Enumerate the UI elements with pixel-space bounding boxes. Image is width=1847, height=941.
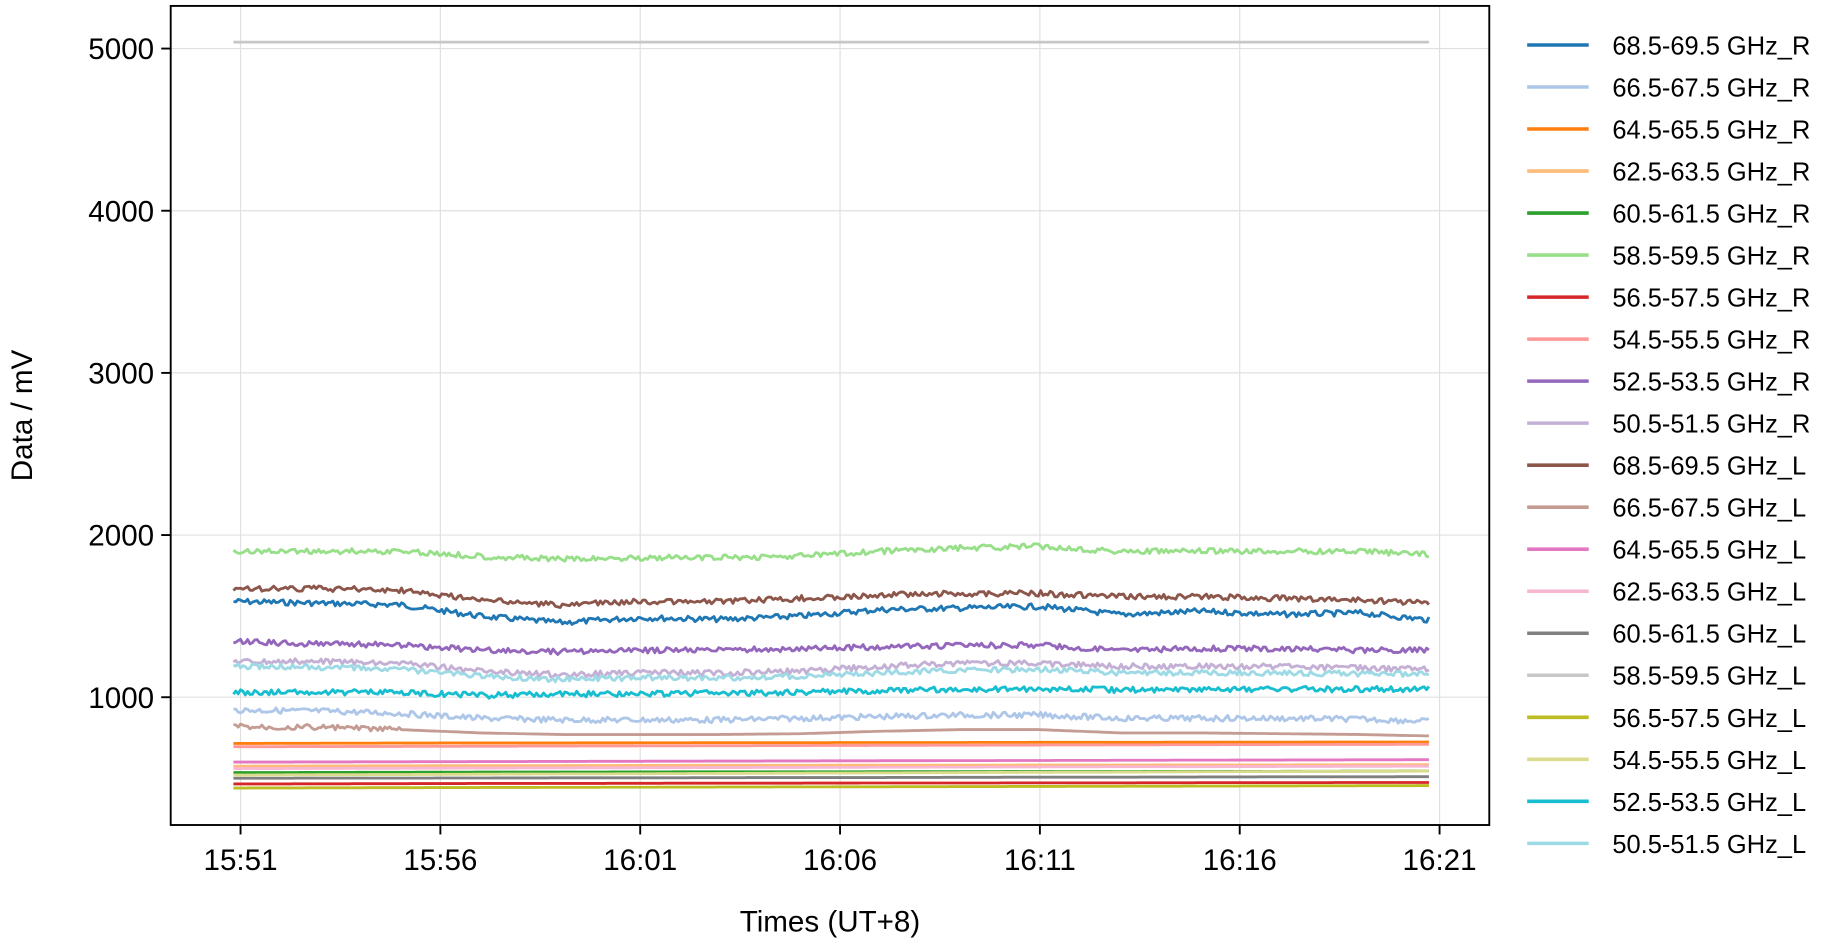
series-line: [233, 781, 1429, 786]
series-line: [233, 637, 1430, 656]
legend-label: 66.5-67.5 GHz_L: [1612, 495, 1806, 523]
series-line: [233, 597, 1431, 626]
series-line: [232, 584, 1430, 609]
legend-label: 54.5-55.5 GHz_L: [1612, 747, 1806, 775]
legend-label: 68.5-69.5 GHz_R: [1612, 32, 1810, 60]
legend-label: 56.5-57.5 GHz_L: [1612, 705, 1806, 733]
legend-label: 60.5-61.5 GHz_R: [1612, 201, 1810, 229]
series-line: [232, 662, 1430, 684]
x-tick-label: 16:16: [1203, 844, 1277, 877]
legend-label: 66.5-67.5 GHz_R: [1612, 74, 1810, 102]
series-lines: [232, 40, 1431, 790]
y-tick-label: 5000: [88, 33, 154, 66]
series-line: [232, 684, 1431, 700]
legend-label: 58.5-59.5 GHz_R: [1612, 243, 1810, 271]
legend-label: 64.5-65.5 GHz_L: [1612, 537, 1806, 565]
series-line: [233, 740, 1429, 745]
x-tick-label: 16:21: [1403, 844, 1477, 877]
series-line: [232, 657, 1430, 679]
legend-label: 62.5-63.5 GHz_L: [1612, 579, 1806, 607]
x-tick-label: 15:51: [204, 844, 278, 877]
x-axis-label: Times (UT+8): [740, 906, 921, 939]
legend-label: 50.5-51.5 GHz_R: [1612, 411, 1810, 439]
y-tick-label: 2000: [88, 520, 154, 553]
x-tick-label: 16:11: [1004, 844, 1076, 877]
y-axis: 1000 2000 3000 4000 5000: [88, 33, 171, 715]
legend-label: 64.5-65.5 GHz_R: [1612, 116, 1810, 144]
y-tick-label: 3000: [88, 358, 154, 391]
x-tick-label: 15:56: [403, 844, 477, 877]
grid: [170, 5, 1490, 826]
series-line: [233, 763, 1429, 768]
legend-label: 52.5-53.5 GHz_R: [1612, 369, 1810, 397]
x-tick-label: 16:01: [603, 844, 677, 877]
series-line: [233, 764, 1429, 770]
legend-label: 56.5-57.5 GHz_R: [1612, 285, 1810, 313]
x-axis: 15:51 15:56 16:01 16:06 16:11 16:16 16:21: [204, 825, 1477, 877]
x-tick-label: 16:06: [803, 844, 877, 877]
y-axis-label: Data / mV: [6, 349, 39, 481]
legend-label: 68.5-69.5 GHz_L: [1612, 453, 1806, 481]
series-line: [233, 769, 1429, 777]
series-line: [233, 758, 1429, 764]
series-line: [232, 542, 1430, 563]
y-tick-label: 4000: [88, 195, 154, 228]
series-line: [233, 742, 1429, 749]
y-tick-label: 1000: [88, 682, 154, 715]
legend-label: 54.5-55.5 GHz_R: [1612, 327, 1810, 355]
series-line: [233, 784, 1429, 790]
legend-label: 52.5-53.5 GHz_L: [1612, 789, 1806, 817]
series-line: [233, 706, 1430, 725]
series-line: [233, 775, 1429, 780]
legend: 68.5-69.5 GHz_R 66.5-67.5 GHz_R 64.5-65.5 …: [1527, 32, 1810, 859]
legend-label: 58.5-59.5 GHz_L: [1612, 663, 1806, 691]
legend-label: 62.5-63.5 GHz_R: [1612, 159, 1810, 187]
legend-label: 60.5-61.5 GHz_L: [1612, 621, 1806, 649]
plot-frame: [169, 4, 1491, 826]
legend-label: 50.5-51.5 GHz_L: [1612, 831, 1806, 859]
series-line: [233, 722, 1429, 738]
